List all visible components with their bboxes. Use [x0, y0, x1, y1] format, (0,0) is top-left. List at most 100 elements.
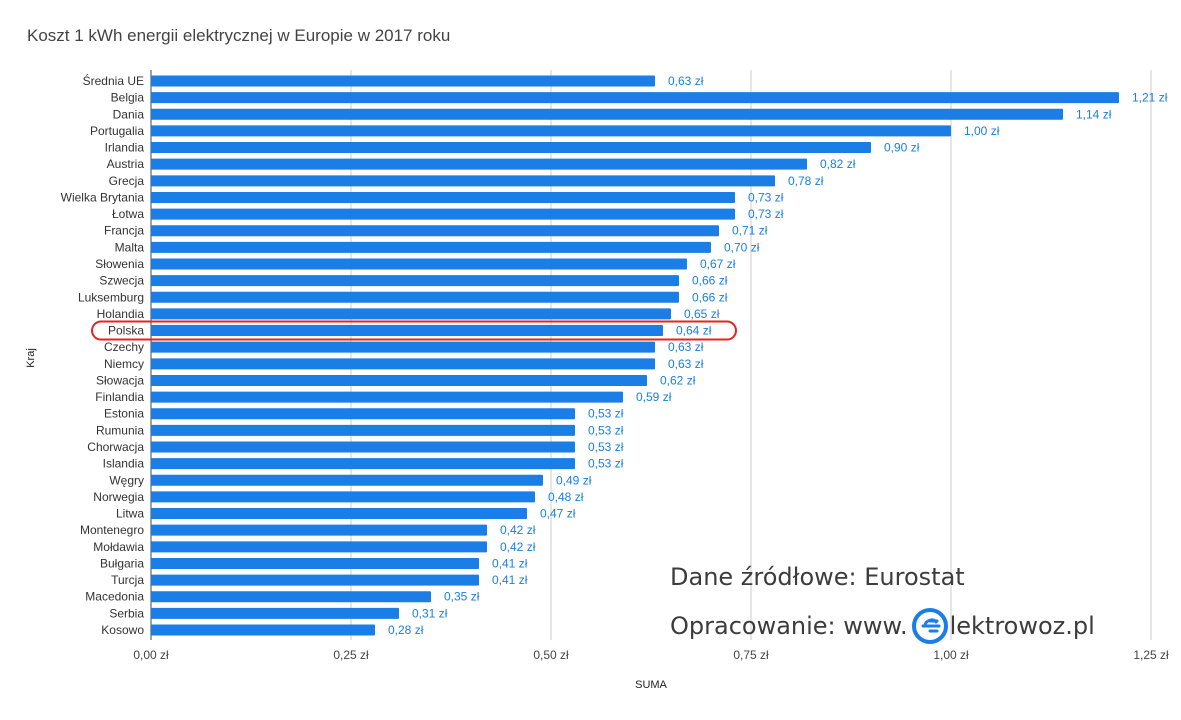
highlight-outline	[91, 320, 737, 341]
data-label: 0,78 zł	[788, 174, 824, 188]
bar	[151, 607, 399, 619]
bar	[151, 458, 575, 470]
source-note: Dane źródłowe: Eurostat	[670, 563, 965, 591]
category-label: Niemcy	[104, 357, 144, 371]
data-label: 0,28 zł	[388, 623, 424, 637]
chart-title: Koszt 1 kWh energii elektrycznej w Europ…	[27, 26, 451, 45]
category-label: Dania	[113, 107, 145, 121]
credit-prefix: Opracowanie: www.	[670, 612, 908, 640]
data-label: 0,90 zł	[884, 141, 920, 155]
y-axis-label: Kraj	[25, 348, 37, 368]
category-label: Austria	[107, 157, 145, 171]
bar	[151, 574, 479, 586]
x-tick-label: 0,75 zł	[733, 648, 769, 662]
bar	[151, 524, 487, 536]
plug-e-icon	[911, 608, 948, 644]
data-label: 0,63 zł	[668, 340, 704, 354]
category-label: Chorwacja	[87, 440, 144, 454]
data-label: 0,66 zł	[692, 274, 728, 288]
data-label: 0,48 zł	[548, 490, 584, 504]
bar	[151, 358, 655, 370]
bar	[151, 441, 575, 453]
bar	[151, 308, 671, 320]
category-label: Grecja	[109, 174, 145, 188]
category-label: Czechy	[104, 340, 144, 354]
bar	[151, 341, 655, 353]
bar	[151, 158, 807, 170]
data-label: 0,53 zł	[588, 457, 624, 471]
data-label: 0,73 zł	[748, 207, 784, 221]
data-label: 0,71 zł	[732, 224, 768, 238]
x-tick-label: 0,25 zł	[333, 648, 369, 662]
category-label: Wielka Brytania	[61, 190, 145, 204]
category-label: Estonia	[104, 407, 144, 421]
category-label: Finlandia	[95, 390, 144, 404]
data-label: 0,63 zł	[668, 74, 704, 88]
category-label: Słowacja	[96, 373, 144, 387]
category-label: Belgia	[111, 91, 145, 105]
category-label: Islandia	[103, 457, 145, 471]
data-label: 0,42 zł	[500, 540, 536, 554]
data-label: 0,67 zł	[700, 257, 736, 271]
x-tick-label: 1,00 zł	[933, 648, 969, 662]
category-label: Macedonia	[85, 590, 144, 604]
data-label: 1,14 zł	[1076, 107, 1112, 121]
bar	[151, 225, 719, 237]
data-label: 0,53 zł	[588, 407, 624, 421]
data-label: 0,73 zł	[748, 190, 784, 204]
bar	[151, 325, 663, 337]
data-label: 0,42 zł	[500, 523, 536, 537]
category-label: Luksemburg	[78, 290, 144, 304]
category-label: Turcja	[111, 573, 144, 587]
data-label: 0,47 zł	[540, 507, 576, 521]
bar	[151, 275, 679, 287]
bar	[151, 624, 375, 636]
bar	[151, 591, 431, 603]
bar	[151, 241, 711, 253]
data-label: 0,41 zł	[492, 573, 528, 587]
bar	[151, 424, 575, 436]
category-label: Litwa	[116, 507, 144, 521]
category-label: Norwegia	[93, 490, 144, 504]
bar	[151, 175, 775, 187]
x-tick-label: 0,50 zł	[533, 648, 569, 662]
data-label: 0,53 zł	[588, 440, 624, 454]
category-label: Polska	[108, 324, 144, 338]
category-label: Bułgaria	[100, 556, 144, 570]
category-label: Montenegro	[80, 523, 144, 537]
data-label: 0,35 zł	[444, 590, 480, 604]
data-label: 0,49 zł	[556, 473, 592, 487]
data-label: 0,62 zł	[660, 373, 696, 387]
category-label: Portugalia	[90, 124, 144, 138]
data-label: 0,64 zł	[676, 324, 712, 338]
credit-note: Opracowanie: www. lektrowoz.pl	[670, 608, 1095, 644]
category-label: Malta	[115, 240, 145, 254]
x-axis-label: SUMA	[635, 679, 667, 691]
category-label: Francja	[104, 224, 144, 238]
category-label: Kosowo	[101, 623, 144, 637]
data-label: 0,31 zł	[412, 606, 448, 620]
category-label: Szwecja	[99, 274, 144, 288]
bar	[151, 391, 623, 403]
data-label: 1,00 zł	[964, 124, 1000, 138]
category-label: Łotwa	[112, 207, 144, 221]
category-label: Węgry	[109, 473, 144, 487]
bar	[151, 491, 535, 503]
data-label: 0,59 zł	[636, 390, 672, 404]
data-label: 0,65 zł	[684, 307, 720, 321]
bar	[151, 191, 735, 203]
data-label: 0,82 zł	[820, 157, 856, 171]
category-label: Holandia	[97, 307, 145, 321]
bar	[151, 142, 871, 154]
credit-suffix: lektrowoz.pl	[949, 612, 1095, 640]
bar	[151, 557, 479, 569]
data-label: 0,53 zł	[588, 423, 624, 437]
x-tick-label: 0,00 zł	[133, 648, 169, 662]
bar	[151, 508, 527, 520]
data-label: 0,63 zł	[668, 357, 704, 371]
category-label: Serbia	[109, 606, 144, 620]
data-label: 0,66 zł	[692, 290, 728, 304]
data-label: 0,41 zł	[492, 556, 528, 570]
data-label: 0,70 zł	[724, 240, 760, 254]
